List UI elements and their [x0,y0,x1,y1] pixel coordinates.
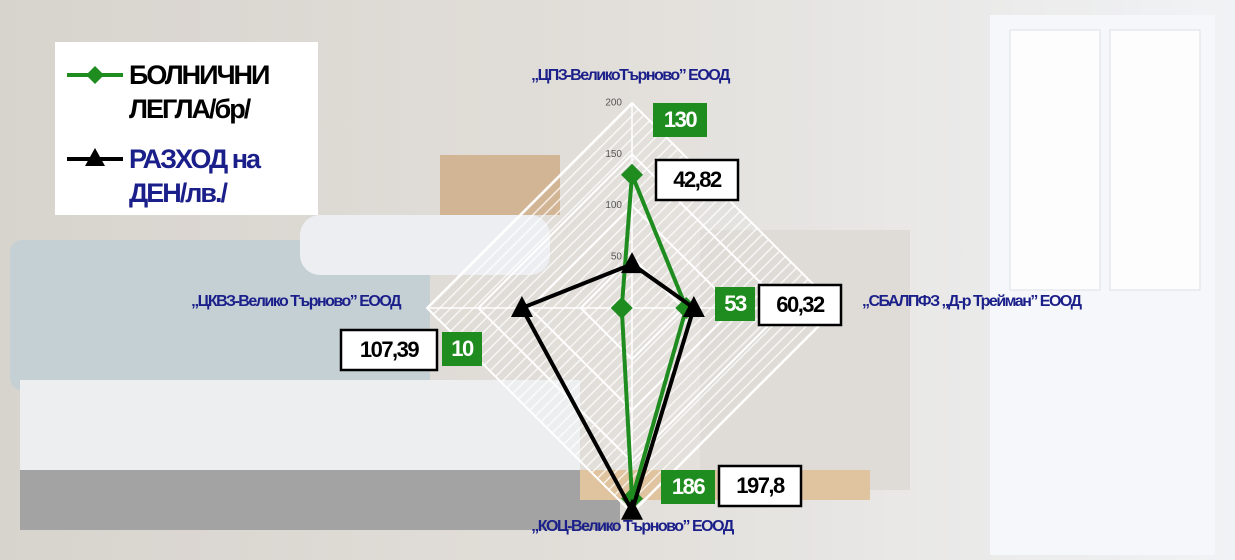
r-tick-label: 150 [605,149,622,160]
grid-line [579,255,685,361]
marker [621,498,643,520]
legend-item: БОЛНИЧНИ ЛЕГЛА/бр/ [67,58,319,126]
marker [510,296,533,317]
r-tick-label: 200 [605,98,622,109]
r-tick-label: 50 [611,251,623,262]
axis-label: „ЦПЗ-ВеликоТърново” ЕООД [531,67,731,84]
data-label: 10 [451,336,474,361]
label-box [715,287,755,321]
label-box [653,103,707,137]
legend: БОЛНИЧНИ ЛЕГЛА/бр/РАЗХОД на ДЕН/лв./ [55,42,318,215]
label-box [661,470,715,504]
marker [621,252,643,274]
data-label: 107,39 [360,337,420,362]
data-label: 130 [664,107,697,132]
grid-line [528,204,736,412]
legend-symbol [67,148,123,166]
data-label: 197,8 [736,473,785,498]
label-box [442,332,482,366]
legend-label: БОЛНИЧНИ ЛЕГЛА/бр/ [129,60,270,124]
data-label: 186 [672,474,705,499]
r-tick-label: 100 [605,200,622,211]
legend-item: РАЗХОД на ДЕН/лв./ [67,142,319,210]
marker [610,297,633,319]
label-box [717,464,803,508]
legend-label: РАЗХОД на ДЕН/лв./ [129,144,261,208]
label-box [654,158,740,202]
axis-label: „КОЦ-Велико Търново” ЕООД [531,518,735,535]
marker [682,296,705,317]
label-box [757,283,843,327]
marker [621,163,643,186]
data-label: 42,82 [673,167,722,192]
data-label: 53 [724,291,747,316]
data-label: 60,32 [776,292,825,317]
label-box [339,328,439,372]
axis-label: „ЦКВЗ-Велико Търново” ЕООД [191,293,402,310]
legend-symbol [67,66,123,84]
axis-label: „СБАЛПФЗ „Д-р Трейман” ЕООД [862,293,1083,310]
